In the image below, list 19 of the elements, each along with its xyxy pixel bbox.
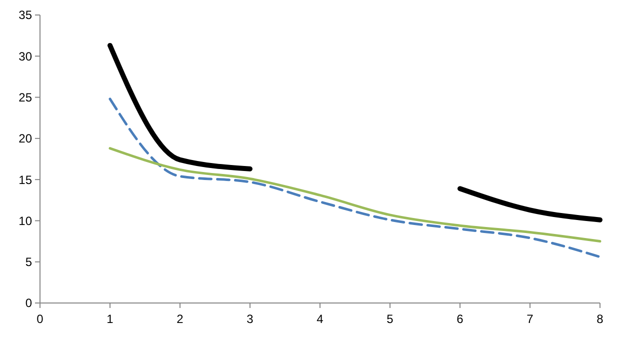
y-tick-label: 35 (18, 8, 32, 22)
x-tick-label: 0 (36, 312, 44, 326)
y-tick-label: 10 (18, 214, 32, 228)
x-tick-label: 5 (386, 312, 394, 326)
y-tick-label: 20 (18, 132, 32, 146)
x-tick-label: 3 (246, 312, 254, 326)
x-tick-label: 1 (106, 312, 114, 326)
y-tick-label: 0 (25, 296, 32, 310)
x-tick-label: 2 (176, 312, 184, 326)
y-tick-label: 15 (18, 172, 32, 187)
x-tick-label: 7 (526, 312, 534, 326)
x-tick-label: 8 (596, 312, 604, 326)
x-tick-label: 4 (316, 312, 324, 326)
y-tick-label: 5 (25, 255, 32, 270)
line-series (108, 147, 602, 243)
x-tick-label: 6 (456, 312, 464, 326)
y-tick-label: 25 (18, 90, 32, 104)
y-tick-label: 30 (18, 49, 32, 64)
line-series (108, 98, 602, 258)
